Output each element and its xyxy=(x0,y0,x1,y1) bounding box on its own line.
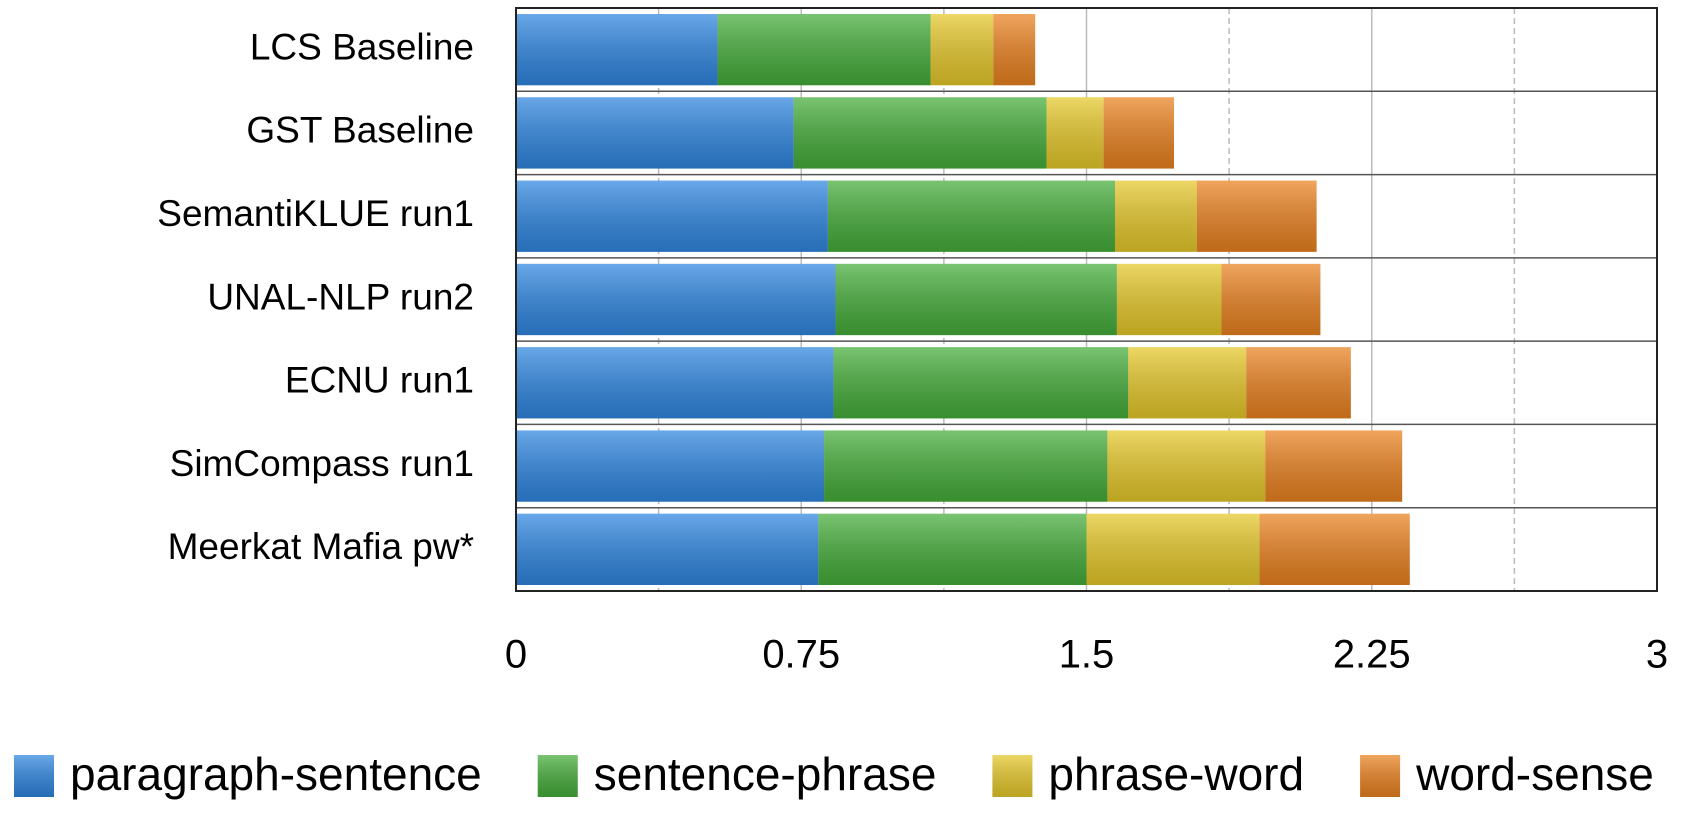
bar-shade xyxy=(793,97,1047,169)
bar-shade xyxy=(930,14,994,86)
bar-shade xyxy=(1259,513,1410,585)
y-tick-label: SemantiKLUE run1 xyxy=(157,193,474,234)
y-tick-label: UNAL-NLP run2 xyxy=(207,276,474,317)
bar-shade xyxy=(516,347,834,419)
x-tick-label: 0 xyxy=(505,633,527,677)
bar-shade xyxy=(827,180,1116,252)
bar-shade xyxy=(516,180,828,252)
x-tick-label: 2.25 xyxy=(1333,633,1411,677)
y-tick-label: Meerkat Mafia pw* xyxy=(168,526,474,567)
legend-label: sentence-phrase xyxy=(594,748,937,800)
legend-swatch-shade xyxy=(992,755,1033,797)
bar-shade xyxy=(516,97,794,169)
x-tick-label: 3 xyxy=(1646,633,1668,677)
bar-shade xyxy=(516,513,819,585)
bar-shade xyxy=(1221,263,1321,336)
y-tick-label: LCS Baseline xyxy=(250,26,474,67)
y-tick-label: ECNU run1 xyxy=(285,360,474,401)
bar-shade xyxy=(835,263,1117,336)
bar-shade xyxy=(1116,263,1222,336)
y-tick-label: GST Baseline xyxy=(246,110,474,151)
legend-label: phrase-word xyxy=(1048,748,1304,800)
bar-shade xyxy=(1246,347,1351,419)
bar-shade xyxy=(993,14,1036,86)
bar-shade xyxy=(1107,430,1266,502)
bar-shade xyxy=(818,513,1087,585)
bar-shade xyxy=(717,14,931,86)
bar-shade xyxy=(1196,180,1317,252)
bar-shade xyxy=(1128,347,1247,419)
bar-shade xyxy=(516,14,718,86)
legend-label: word-sense xyxy=(1415,748,1654,800)
y-tick-label: SimCompass run1 xyxy=(170,443,474,484)
bar-shade xyxy=(516,430,825,502)
x-tick-label: 0.75 xyxy=(762,633,840,677)
bar-shade xyxy=(833,347,1129,419)
bar-shade xyxy=(1115,180,1197,252)
x-tick-label: 1.5 xyxy=(1059,633,1115,677)
legend-swatch-shade xyxy=(537,755,578,797)
bar-shade xyxy=(824,430,1108,502)
legend-swatch-shade xyxy=(14,755,54,797)
bar-shade xyxy=(1086,513,1260,585)
bar-shade xyxy=(1265,430,1403,502)
plot-frame xyxy=(515,7,1658,592)
bar-shade xyxy=(516,263,836,336)
legend-label: paragraph-sentence xyxy=(70,748,482,800)
legend-swatch-shade xyxy=(1360,755,1401,797)
bar-shade xyxy=(1103,97,1174,169)
bar-shade xyxy=(1046,97,1104,169)
